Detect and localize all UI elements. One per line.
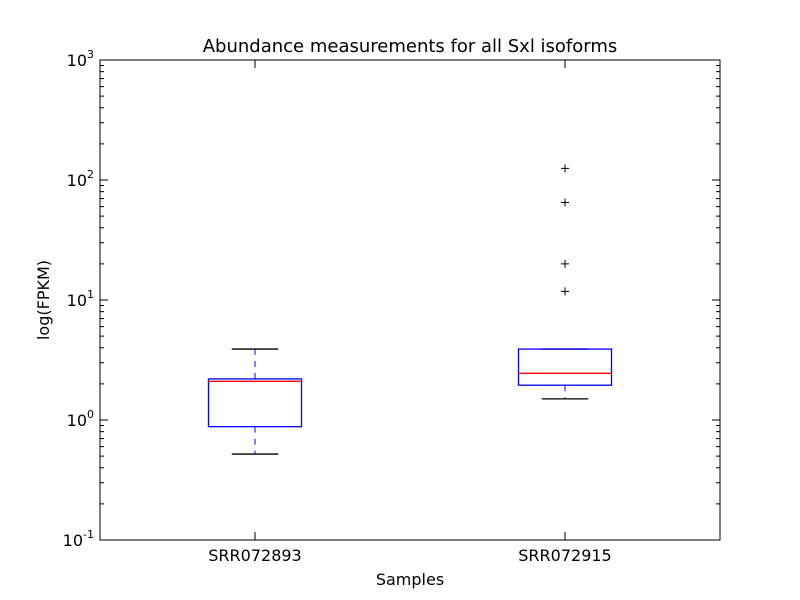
iqr-box — [207, 378, 303, 428]
x-axis-ticks: SRR072893 SRR072915 — [208, 60, 612, 565]
outlier-point — [561, 164, 569, 173]
x-axis-label: Samples — [376, 570, 444, 589]
y-axis-label: log(FPKM) — [34, 260, 53, 340]
y-tick-label: 10-1 — [63, 528, 94, 550]
outlier-point — [561, 259, 569, 268]
y-axis-ticks: 10-1 100 101 102 103 — [63, 48, 720, 550]
iqr-box — [517, 348, 613, 386]
plot-marks — [207, 164, 613, 455]
x-tick-label: SRR072893 — [208, 546, 301, 565]
chart-title: Abundance measurements for all Sxl isofo… — [203, 36, 618, 57]
x-tick-label: SRR072915 — [518, 546, 611, 565]
y-tick-label: 103 — [67, 48, 94, 70]
y-tick-label: 101 — [67, 288, 94, 310]
outlier-point — [561, 198, 569, 207]
outlier-point — [561, 287, 569, 296]
box-SRR072915 — [517, 164, 613, 400]
box-SRR072893 — [207, 348, 303, 455]
plot-frame — [99, 59, 721, 541]
y-tick-label: 100 — [67, 408, 94, 430]
y-tick-label: 102 — [67, 168, 94, 190]
